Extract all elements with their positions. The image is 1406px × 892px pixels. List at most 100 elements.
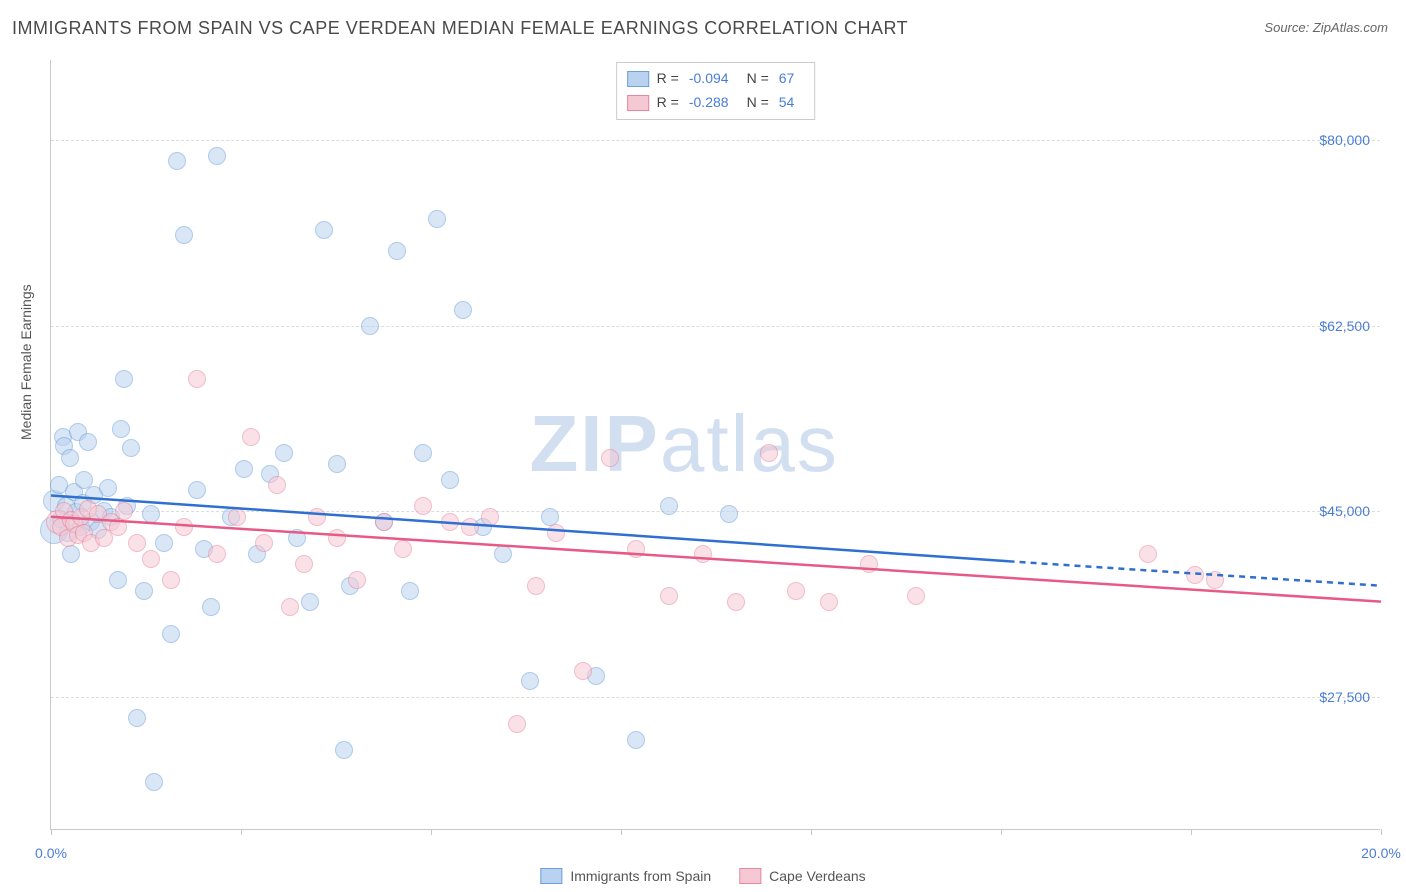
scatter-point (660, 497, 678, 515)
scatter-point (295, 555, 313, 573)
scatter-point (527, 577, 545, 595)
scatter-point (414, 497, 432, 515)
scatter-point (494, 545, 512, 563)
scatter-point (162, 625, 180, 643)
correlation-legend: R =-0.094N =67R =-0.288N =54 (616, 62, 816, 120)
legend-swatch (627, 71, 649, 87)
gridline (51, 511, 1380, 512)
scatter-point (328, 529, 346, 547)
scatter-point (242, 428, 260, 446)
x-tick-mark (1001, 829, 1002, 835)
scatter-point (361, 317, 379, 335)
scatter-point (760, 444, 778, 462)
scatter-point (115, 370, 133, 388)
scatter-point (547, 524, 565, 542)
scatter-point (348, 571, 366, 589)
x-tick-mark (1381, 829, 1382, 835)
scatter-point (1186, 566, 1204, 584)
y-tick-label: $27,500 (1319, 689, 1370, 705)
x-tick-mark (811, 829, 812, 835)
scatter-point (481, 508, 499, 526)
scatter-point (375, 513, 393, 531)
scatter-point (162, 571, 180, 589)
scatter-point (79, 433, 97, 451)
legend-n-label: N = (747, 67, 769, 91)
scatter-point (394, 540, 412, 558)
scatter-point (521, 672, 539, 690)
scatter-point (281, 598, 299, 616)
source-value: ZipAtlas.com (1313, 20, 1388, 35)
legend-r-label: R = (657, 91, 679, 115)
scatter-point (660, 587, 678, 605)
legend-swatch (739, 868, 761, 884)
scatter-point (255, 534, 273, 552)
legend-r-label: R = (657, 67, 679, 91)
x-tick-mark (1191, 829, 1192, 835)
scatter-point (168, 152, 186, 170)
scatter-point (175, 518, 193, 536)
scatter-point (61, 449, 79, 467)
scatter-point (787, 582, 805, 600)
legend-swatch (627, 95, 649, 111)
legend-n-value: 54 (779, 91, 795, 115)
x-tick-mark (241, 829, 242, 835)
x-tick-label: 0.0% (35, 845, 67, 861)
plot-area: ZIPatlas R =-0.094N =67R =-0.288N =54 $2… (50, 60, 1380, 830)
scatter-point (907, 587, 925, 605)
scatter-point (109, 571, 127, 589)
source-attribution: Source: ZipAtlas.com (1264, 20, 1388, 35)
x-tick-mark (431, 829, 432, 835)
scatter-point (188, 481, 206, 499)
scatter-point (441, 513, 459, 531)
scatter-point (388, 242, 406, 260)
legend-item: Immigrants from Spain (540, 868, 711, 884)
scatter-point (145, 773, 163, 791)
y-tick-label: $62,500 (1319, 318, 1370, 334)
scatter-point (1206, 571, 1224, 589)
scatter-point (574, 662, 592, 680)
y-axis-label: Median Female Earnings (18, 284, 34, 440)
scatter-point (441, 471, 459, 489)
scatter-point (727, 593, 745, 611)
scatter-point (175, 226, 193, 244)
watermark-rest: atlas (660, 399, 839, 488)
scatter-point (860, 555, 878, 573)
scatter-point (301, 593, 319, 611)
legend-r-value: -0.094 (689, 67, 729, 91)
scatter-point (454, 301, 472, 319)
y-tick-label: $80,000 (1319, 132, 1370, 148)
legend-n-label: N = (747, 91, 769, 115)
scatter-point (508, 715, 526, 733)
scatter-point (202, 598, 220, 616)
scatter-point (115, 502, 133, 520)
scatter-point (328, 455, 346, 473)
scatter-point (275, 444, 293, 462)
scatter-point (235, 460, 253, 478)
scatter-point (188, 370, 206, 388)
scatter-point (335, 741, 353, 759)
scatter-point (142, 550, 160, 568)
gridline (51, 697, 1380, 698)
scatter-point (128, 709, 146, 727)
x-tick-mark (51, 829, 52, 835)
scatter-point (627, 540, 645, 558)
scatter-point (99, 479, 117, 497)
scatter-point (208, 147, 226, 165)
scatter-point (627, 731, 645, 749)
scatter-point (109, 518, 127, 536)
scatter-point (308, 508, 326, 526)
scatter-point (288, 529, 306, 547)
legend-row: R =-0.094N =67 (627, 67, 805, 91)
y-tick-label: $45,000 (1319, 503, 1370, 519)
scatter-point (112, 420, 130, 438)
scatter-point (414, 444, 432, 462)
series-legend: Immigrants from Spain Cape Verdeans (540, 868, 865, 884)
scatter-point (155, 534, 173, 552)
scatter-point (122, 439, 140, 457)
gridline (51, 140, 1380, 141)
scatter-point (268, 476, 286, 494)
scatter-point (75, 471, 93, 489)
scatter-point (1139, 545, 1157, 563)
scatter-point (428, 210, 446, 228)
legend-item: Cape Verdeans (739, 868, 866, 884)
